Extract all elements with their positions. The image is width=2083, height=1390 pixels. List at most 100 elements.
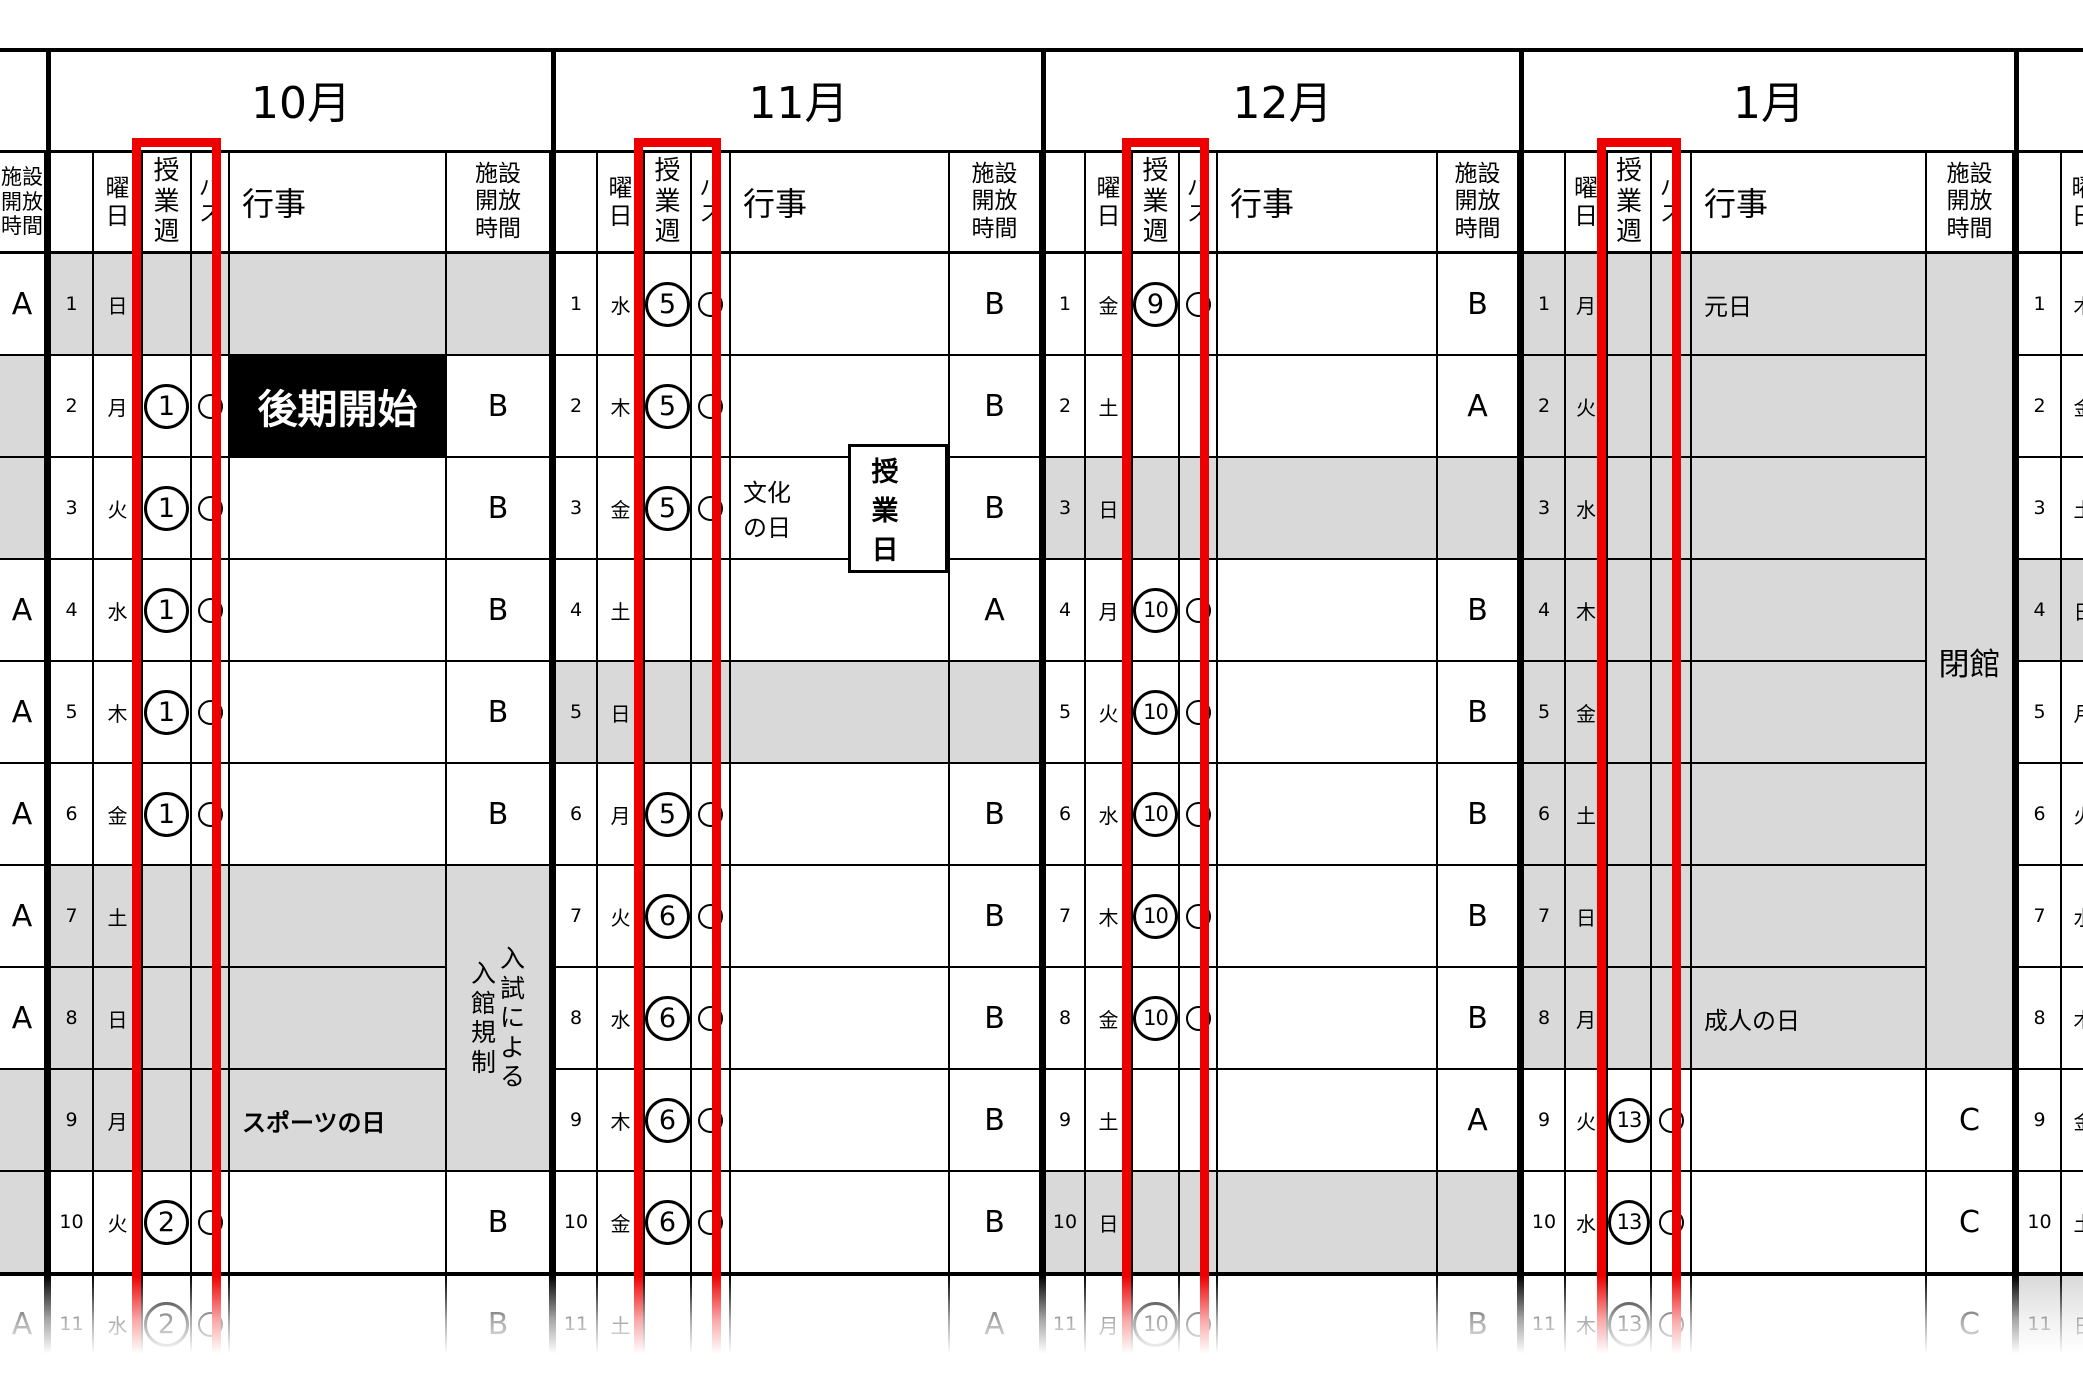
block-separator — [551, 48, 556, 1390]
class-week-highlight-box — [634, 138, 721, 1390]
class-week-cell — [1608, 254, 1652, 356]
month-title: 11月 — [748, 78, 849, 129]
bus-circle-mark — [1658, 1209, 1684, 1235]
column-header-date — [2019, 150, 2062, 254]
day-cell: 土 — [1086, 356, 1133, 458]
day-cell: 木 — [2062, 968, 2083, 1070]
class-week-badge: 6 — [645, 1199, 690, 1245]
event-cell — [230, 764, 447, 866]
class-week-badge: 6 — [645, 893, 690, 939]
bus-circle-mark — [698, 1209, 723, 1235]
date-cell: 3 — [556, 458, 598, 560]
class-week-cell — [1608, 356, 1652, 458]
event-cell — [1692, 662, 1927, 764]
class-week-cell — [143, 968, 192, 1070]
day-cell: 水 — [1086, 764, 1133, 866]
class-week-cell: 1 — [143, 764, 192, 866]
bus-circle-mark — [1185, 903, 1211, 929]
column-header-event: 行事 — [230, 150, 447, 254]
event-cell — [230, 662, 447, 764]
event-text: 文化の日 — [743, 479, 791, 542]
bus-circle-mark — [698, 903, 723, 929]
bus-circle-mark — [698, 801, 723, 827]
facility-cell: B — [447, 1172, 551, 1274]
column-header-day: 曜日 — [94, 150, 143, 254]
date-cell: 8 — [556, 968, 598, 1070]
bus-cell — [692, 764, 731, 866]
month-title: 10月 — [251, 78, 351, 129]
column-header-week: 授業週 — [645, 150, 692, 254]
class-week-cell: 1 — [143, 356, 192, 458]
bus-cell — [192, 356, 230, 458]
event-cell — [1218, 866, 1438, 968]
column-header-facility: 施設開放時間 — [950, 150, 1041, 254]
date-cell: 2 — [51, 356, 94, 458]
facility-cell: B — [950, 1172, 1041, 1274]
column-header-date — [1046, 150, 1086, 254]
bus-cell — [1180, 662, 1218, 764]
bus-circle-mark — [1185, 1005, 1211, 1031]
facility-cell — [0, 1070, 46, 1172]
block-separator — [1519, 48, 1524, 1390]
date-cell: 7 — [1046, 866, 1086, 968]
date-cell: 10 — [556, 1172, 598, 1274]
date-cell: 1 — [1524, 254, 1566, 356]
event-cell — [731, 662, 950, 764]
bus-cell — [1180, 254, 1218, 356]
day-cell: 木 — [598, 1070, 645, 1172]
facility-cell — [0, 356, 46, 458]
column-header-facility: 施設開放時間 — [1927, 150, 2014, 254]
date-cell: 5 — [556, 662, 598, 764]
column-header-facility-label: 施設開放時間 — [475, 161, 521, 242]
bus-cell — [692, 1070, 731, 1172]
event-text: 成人の日 — [1704, 1006, 1800, 1035]
bus-cell — [192, 866, 230, 968]
facility-cell: B — [1438, 968, 1519, 1070]
month-title: 12月 — [1232, 78, 1333, 129]
class-week-cell: 6 — [645, 968, 692, 1070]
facility-column-header: 施設開放時間 — [0, 150, 46, 254]
event-cell: 後期開始 — [230, 356, 447, 458]
facility-cell: B — [950, 356, 1041, 458]
column-header-facility-label: 施設開放時間 — [1946, 161, 1993, 242]
column-header-date — [1524, 150, 1566, 254]
bus-circle-mark — [1185, 699, 1211, 725]
date-cell: 5 — [2019, 662, 2062, 764]
event-cell — [230, 560, 447, 662]
column-header-date — [556, 150, 598, 254]
month-title: 1月 — [1733, 78, 1805, 129]
event-cell — [230, 254, 447, 356]
column-header-day: 曜日 — [2062, 150, 2083, 254]
facility-cell: A — [0, 866, 46, 968]
class-week-badge: 10 — [1133, 791, 1178, 837]
class-week-cell: 13 — [1608, 1070, 1652, 1172]
date-cell: 1 — [51, 254, 94, 356]
class-week-cell — [645, 560, 692, 662]
event-cell — [731, 866, 950, 968]
bus-cell — [1180, 356, 1218, 458]
day-cell: 土 — [2062, 458, 2083, 560]
date-cell: 1 — [2019, 254, 2062, 356]
day-cell: 木 — [598, 356, 645, 458]
event-text: 元日 — [1704, 292, 1752, 321]
class-week-cell: 6 — [645, 866, 692, 968]
facility-cell — [0, 458, 46, 560]
vertical-note: 入試による 入館規制 — [470, 944, 526, 1092]
facility-cell: B — [447, 560, 551, 662]
class-week-badge: 1 — [144, 791, 189, 837]
class-week-badge: 5 — [645, 383, 690, 429]
class-week-badge: 13 — [1608, 1097, 1650, 1143]
day-cell: 火 — [94, 458, 143, 560]
bus-circle-mark — [1185, 597, 1211, 623]
column-header-event: 行事 — [1218, 150, 1438, 254]
class-week-cell — [1608, 560, 1652, 662]
date-cell: 10 — [1524, 1172, 1566, 1274]
bus-circle-mark — [1185, 801, 1211, 827]
class-week-cell: 10 — [1133, 662, 1180, 764]
day-cell: 金 — [2062, 356, 2083, 458]
date-cell: 9 — [2019, 1070, 2062, 1172]
month-title — [2019, 48, 2083, 150]
column-header-week-label: 授業週 — [1615, 155, 1642, 248]
class-week-cell: 1 — [143, 662, 192, 764]
event-cell — [1692, 866, 1927, 968]
